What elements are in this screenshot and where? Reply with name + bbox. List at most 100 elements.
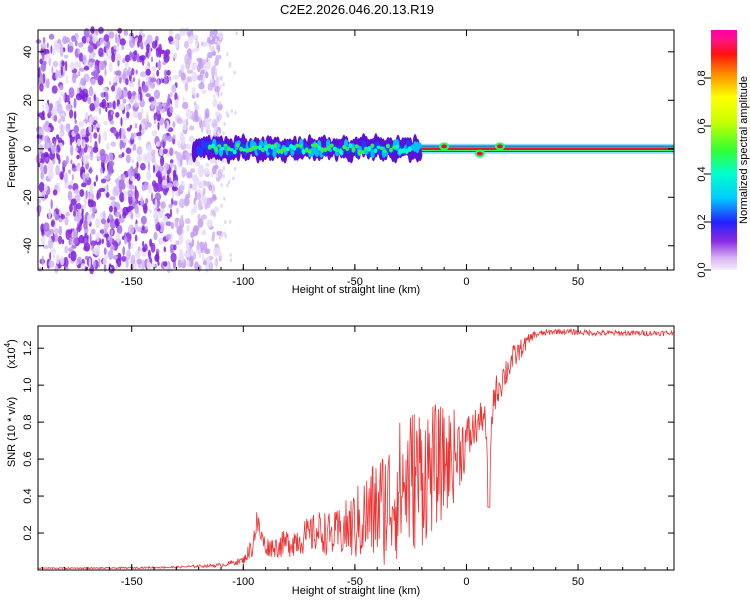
- noise-blob: [69, 203, 73, 213]
- band-inner: [214, 146, 219, 152]
- noise-blob: [83, 65, 90, 71]
- noise-blob: [98, 133, 101, 144]
- noise-blob: [163, 246, 166, 253]
- x-tick-label: -100: [232, 276, 254, 288]
- noise-blob: [161, 179, 168, 186]
- noise-blob: [79, 67, 85, 72]
- band-inner: [357, 149, 362, 155]
- noise-blob: [38, 112, 45, 118]
- noise-blob: [125, 154, 131, 164]
- noise-blob: [109, 245, 115, 251]
- noise-blob: [132, 143, 137, 151]
- noise-blob: [166, 98, 171, 107]
- noise-blob: [117, 60, 120, 67]
- noise-blob: [207, 83, 214, 92]
- noise-blob: [180, 219, 183, 226]
- noise-blob: [151, 40, 157, 49]
- noise-blob: [62, 36, 68, 45]
- noise-blob: [59, 84, 64, 91]
- noise-blob: [159, 221, 165, 233]
- noise-blob: [108, 205, 113, 213]
- noise-blob: [176, 152, 182, 161]
- noise-blob: [54, 114, 58, 122]
- noise-blob: [190, 255, 194, 267]
- noise-blob: [54, 265, 59, 274]
- noise-blob: [139, 71, 147, 78]
- noise-blob: [38, 162, 41, 168]
- noise-blob: [145, 93, 151, 98]
- noise-blob: [179, 198, 185, 209]
- noise-blob: [72, 231, 79, 238]
- noise-blob: [50, 103, 53, 112]
- noise-blob: [212, 119, 215, 124]
- band-inner: [392, 145, 397, 150]
- noise-blob: [187, 69, 194, 74]
- noise-blob: [205, 122, 211, 131]
- band-inner: [404, 148, 409, 154]
- noise-blob: [115, 112, 120, 118]
- noise-blob: [136, 155, 143, 162]
- noise-blob: [103, 247, 107, 255]
- noise-blob: [193, 225, 200, 232]
- band-inner: [329, 143, 334, 148]
- band-inner: [345, 146, 350, 151]
- noise-blob: [82, 154, 89, 165]
- noise-blob: [205, 71, 209, 79]
- x-tick-label: 0: [463, 276, 469, 288]
- snr-y-ticks: 0.2 0.4 0.6 0.8 1.0 1.2: [22, 341, 674, 541]
- noise-blob: [155, 211, 160, 216]
- noise-blob: [128, 82, 135, 88]
- noise-blob: [187, 190, 191, 198]
- noise-blob: [78, 42, 84, 48]
- colorbar-tick-label: 0.2: [696, 214, 708, 229]
- noise-blob: [71, 173, 74, 181]
- noise-blob: [166, 69, 171, 76]
- noise-blob: [164, 162, 170, 171]
- snr-x-label: Height of straight line (km): [292, 585, 420, 597]
- x-tick-label: 50: [572, 576, 584, 588]
- noise-blob: [55, 69, 59, 80]
- noise-blob: [150, 77, 157, 83]
- noise-blob: [162, 148, 168, 155]
- noise-blob: [170, 252, 177, 263]
- noise-blob: [157, 122, 160, 131]
- colorbar-tick-label: 0.6: [696, 118, 708, 133]
- noise-blob: [140, 128, 145, 135]
- noise-blob: [121, 45, 124, 50]
- noise-blob: [147, 161, 151, 172]
- noise-blob: [198, 164, 204, 173]
- noise-blob: [212, 29, 218, 36]
- noise-blob: [112, 101, 116, 109]
- noise-blob: [128, 66, 131, 71]
- x-tick-label: -150: [121, 576, 143, 588]
- noise-blob: [171, 84, 177, 93]
- noise-blob: [207, 52, 213, 59]
- noise-blob: [37, 128, 44, 136]
- noise-blob: [55, 164, 60, 176]
- noise-blob: [156, 111, 161, 122]
- y-tick-label: 20: [22, 94, 34, 106]
- noise-blob: [60, 91, 64, 97]
- noise-blob: [214, 85, 220, 94]
- noise-blob: [142, 240, 145, 247]
- noise-blob: [155, 62, 158, 68]
- noise-blob: [148, 184, 152, 194]
- noise-blob: [74, 61, 81, 68]
- noise-blob: [116, 224, 123, 235]
- noise-blob: [101, 98, 107, 109]
- noise-blob: [222, 131, 225, 136]
- noise-blob: [89, 115, 94, 124]
- band-inner: [232, 149, 237, 155]
- noise-blob: [201, 124, 204, 133]
- noise-blob: [50, 220, 55, 228]
- x-tick-label: -100: [232, 576, 254, 588]
- noise-blob: [195, 39, 199, 47]
- noise-blob: [235, 31, 238, 36]
- noise-blob: [233, 166, 237, 171]
- noise-blob: [95, 174, 99, 182]
- band-inner: [367, 146, 372, 152]
- noise-blob: [136, 161, 139, 169]
- noise-blob: [186, 171, 193, 179]
- noise-blob: [162, 78, 165, 84]
- noise-blob: [39, 83, 44, 92]
